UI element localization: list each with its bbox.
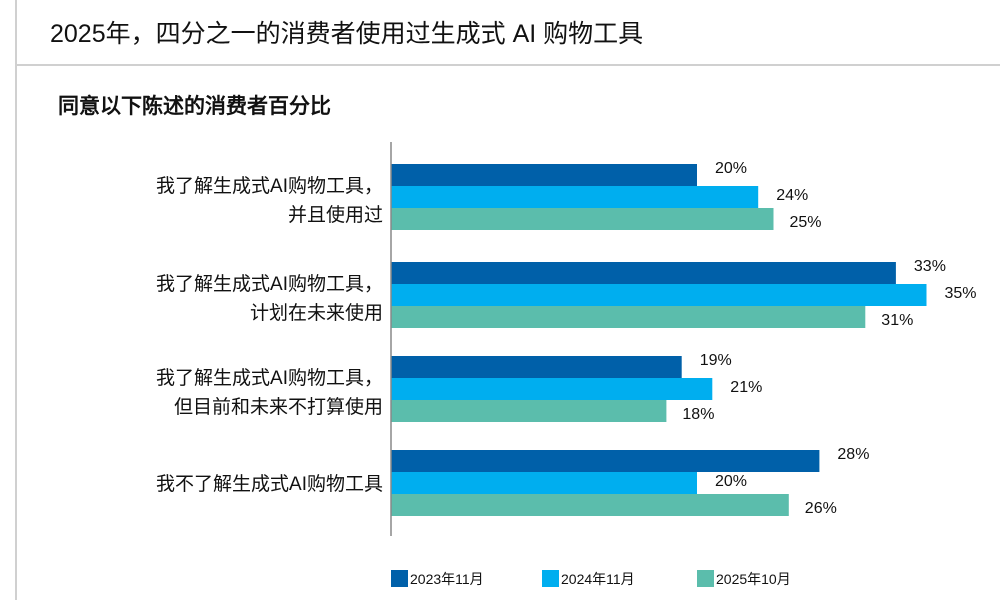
bar <box>391 262 896 284</box>
chart-title: 同意以下陈述的消费者百分比 <box>58 95 331 118</box>
page-title: 2025年，四分之一的消费者使用过生成式 AI 购物工具 <box>50 20 644 48</box>
data-label: 24% <box>776 187 808 204</box>
legend-label: 2024年11月 <box>561 571 635 587</box>
bar <box>391 208 774 230</box>
category-label: 我了解生成式AI购物工具， <box>156 367 383 389</box>
data-label: 35% <box>945 285 977 302</box>
legend-label: 2025年10月 <box>716 571 791 587</box>
header-divider <box>15 64 1000 66</box>
category-label: 我不了解生成式AI购物工具 <box>156 473 383 495</box>
bar <box>391 356 682 378</box>
data-label: 28% <box>837 446 869 463</box>
data-label: 21% <box>730 379 762 396</box>
legend-swatch <box>697 570 714 587</box>
bar <box>391 472 697 494</box>
bar <box>391 450 820 472</box>
data-label: 33% <box>914 258 946 275</box>
bar <box>391 494 789 516</box>
data-label: 19% <box>700 352 732 369</box>
bar <box>391 164 697 186</box>
bar <box>391 284 927 306</box>
data-label: 31% <box>881 312 913 329</box>
bar <box>391 186 759 208</box>
data-label: 20% <box>715 473 747 490</box>
bar <box>391 378 713 400</box>
bar <box>391 400 667 422</box>
data-label: 18% <box>682 406 714 423</box>
data-label: 25% <box>790 214 822 231</box>
data-label: 26% <box>805 500 837 517</box>
category-label: 并且使用过 <box>288 204 383 226</box>
category-label: 但目前和未来不打算使用 <box>174 396 383 418</box>
legend-label: 2023年11月 <box>410 571 484 587</box>
category-label: 我了解生成式AI购物工具， <box>156 273 383 295</box>
category-label: 计划在未来使用 <box>250 302 383 324</box>
legend-swatch <box>391 570 408 587</box>
bar <box>391 306 866 328</box>
data-label: 20% <box>715 160 747 177</box>
left-divider <box>15 0 17 600</box>
legend-swatch <box>542 570 559 587</box>
category-label: 我了解生成式AI购物工具， <box>156 175 383 197</box>
